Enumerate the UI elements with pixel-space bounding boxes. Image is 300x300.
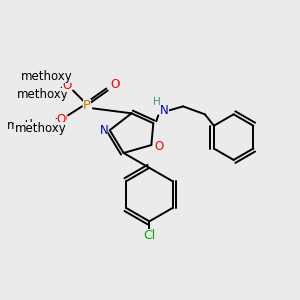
Text: N: N	[160, 104, 169, 117]
Text: O: O	[62, 80, 72, 93]
Text: O: O	[110, 78, 119, 91]
Text: O: O	[155, 140, 164, 154]
Text: methoxy: methoxy	[16, 88, 68, 101]
Text: H: H	[153, 98, 161, 107]
Text: Cl: Cl	[143, 229, 155, 242]
Text: methoxy: methoxy	[14, 122, 66, 135]
Text: N: N	[160, 104, 169, 117]
Text: N: N	[99, 124, 108, 137]
Text: O: O	[58, 112, 67, 125]
Text: methoxy: methoxy	[20, 70, 72, 83]
Text: O: O	[110, 78, 119, 91]
Text: P: P	[83, 99, 91, 112]
Text: O: O	[56, 113, 66, 126]
Text: H: H	[153, 98, 161, 108]
Text: O: O	[155, 140, 164, 152]
Text: N: N	[98, 124, 107, 137]
Text: O: O	[62, 79, 72, 92]
Text: methoxy2: methoxy2	[7, 119, 66, 132]
Text: P: P	[83, 99, 91, 112]
